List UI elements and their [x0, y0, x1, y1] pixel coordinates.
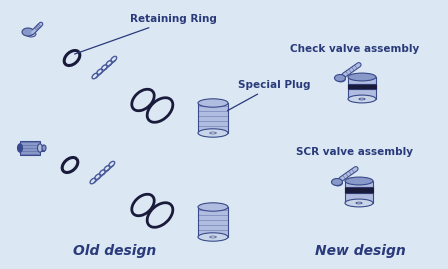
Bar	[345, 186, 373, 193]
Ellipse shape	[336, 76, 345, 82]
Bar	[198, 103, 228, 133]
Ellipse shape	[359, 98, 365, 100]
Ellipse shape	[17, 144, 22, 152]
Ellipse shape	[22, 28, 34, 36]
Ellipse shape	[348, 95, 376, 103]
Ellipse shape	[345, 199, 373, 207]
Text: SCR valve assembly: SCR valve assembly	[297, 147, 414, 157]
Ellipse shape	[210, 132, 216, 134]
Ellipse shape	[332, 179, 343, 186]
Ellipse shape	[42, 145, 46, 151]
Bar	[345, 181, 373, 203]
Text: New design: New design	[314, 244, 405, 258]
Ellipse shape	[348, 73, 376, 81]
Bar	[348, 77, 376, 99]
Text: Special Plug: Special Plug	[228, 80, 310, 111]
Bar	[198, 207, 228, 237]
Ellipse shape	[198, 233, 228, 241]
Bar	[20, 141, 40, 155]
Bar	[348, 84, 376, 89]
Ellipse shape	[335, 75, 345, 82]
Text: Old design: Old design	[73, 244, 157, 258]
Ellipse shape	[333, 180, 343, 186]
Bar	[39, 145, 44, 151]
Ellipse shape	[38, 144, 43, 152]
Ellipse shape	[210, 236, 216, 238]
Text: Check valve assembly: Check valve assembly	[290, 44, 420, 54]
Ellipse shape	[198, 203, 228, 211]
Ellipse shape	[356, 202, 362, 204]
Text: Retaining Ring: Retaining Ring	[75, 14, 217, 54]
Ellipse shape	[345, 177, 373, 185]
Ellipse shape	[198, 99, 228, 107]
Ellipse shape	[26, 31, 36, 37]
Ellipse shape	[198, 129, 228, 137]
